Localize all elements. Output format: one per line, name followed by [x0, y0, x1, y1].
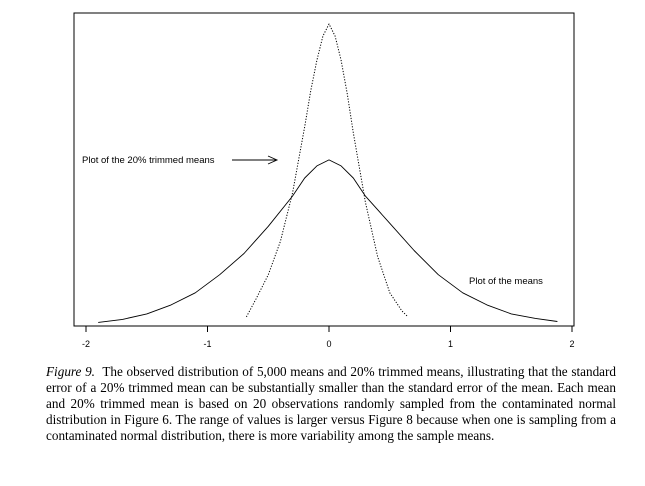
x-tick-label: 2 [569, 339, 574, 349]
x-tick-label: -2 [82, 339, 90, 349]
figure-caption-text: The observed distribution of 5,000 means… [46, 364, 617, 443]
x-tick-label: -1 [203, 339, 211, 349]
x-axis-ticks: -2 -1 0 1 2 [82, 326, 575, 349]
annotation-trimmed-means: Plot of the 20% trimmed means [82, 155, 279, 166]
x-tick-label: 0 [326, 339, 331, 349]
chart: -2 -1 0 1 2 Plot of the 20% trimmed means Pl… [73, 12, 575, 349]
x-tick-label: 1 [448, 339, 453, 349]
plot-frame [73, 12, 575, 327]
series-layer [98, 23, 558, 323]
annotation-means-label: Plot of the means [469, 276, 543, 287]
figure-caption-label: Figure 9. [46, 364, 95, 379]
figure-caption: Figure 9. The observed distribution of 5… [46, 364, 616, 444]
series-trimmed-means-line [245, 23, 409, 318]
annotation-trimmed-means-label: Plot of the 20% trimmed means [82, 155, 215, 166]
series-means-line [98, 159, 558, 323]
annotation-trimmed-means-arrow-head [267, 155, 279, 165]
